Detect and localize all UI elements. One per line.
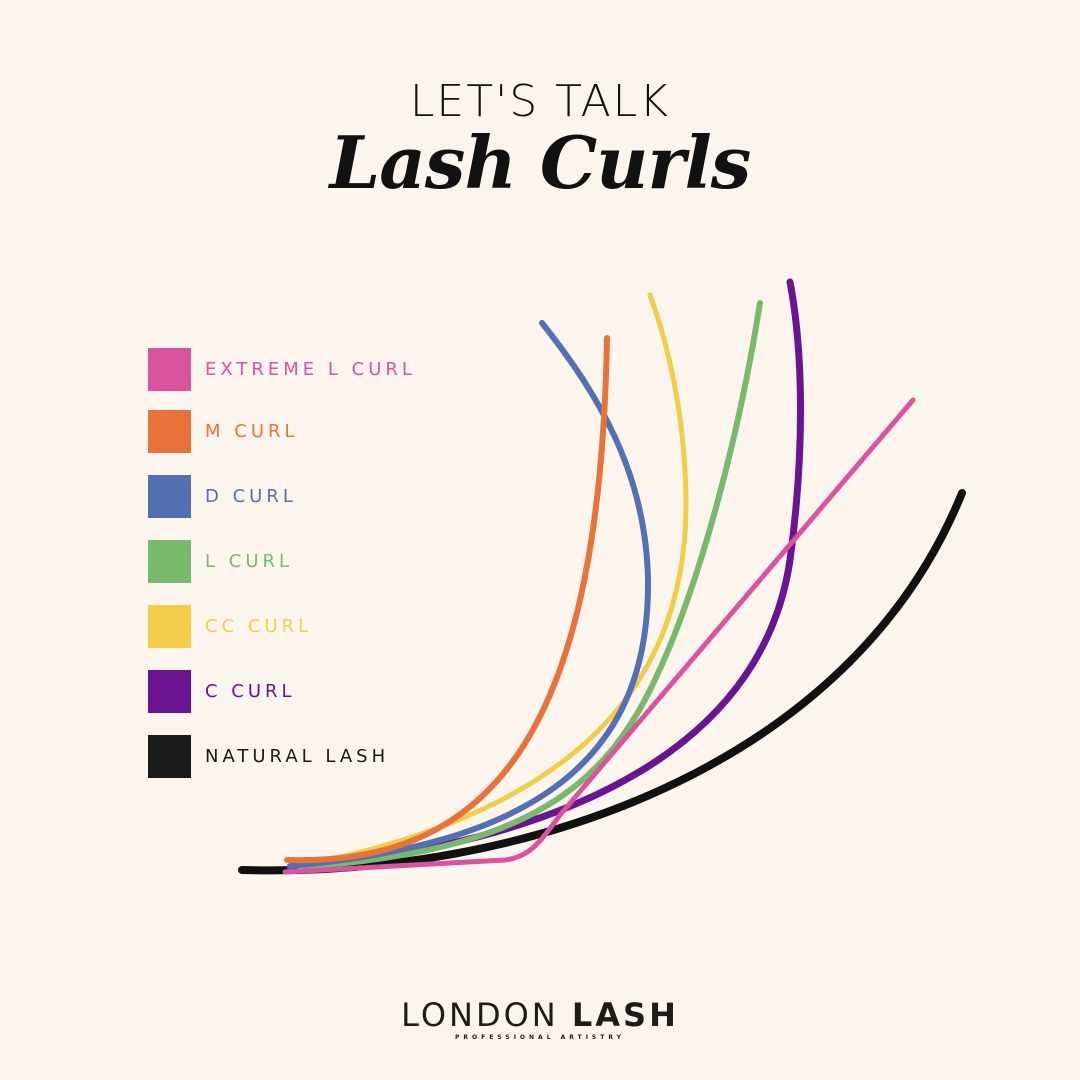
d-curl-curve — [287, 320, 652, 869]
legend-swatch — [148, 540, 191, 583]
legend-item-extreme-l-curl: EXTREME L CURL — [148, 348, 416, 391]
legend-label: M CURL — [205, 421, 299, 442]
extreme-l-curl-curve — [282, 397, 916, 875]
legend-item-l-curl: L CURL — [148, 540, 293, 583]
legend-item-m-curl: M CURL — [148, 410, 299, 453]
natural-lash-curve — [238, 489, 966, 875]
legend-swatch — [148, 475, 191, 518]
legend-label: NATURAL LASH — [205, 746, 390, 767]
legend-label: D CURL — [205, 486, 297, 507]
l-curl-curve — [297, 300, 763, 870]
legend-item-cc-curl: CC CURL — [148, 605, 312, 648]
legend-swatch — [148, 410, 191, 453]
pretitle: LET'S TALK — [409, 76, 671, 127]
legend-swatch — [148, 348, 191, 391]
logo-name-light: LONDON — [401, 996, 559, 1034]
legend-item-natural-lash: NATURAL LASH — [148, 735, 389, 778]
legend-swatch — [148, 605, 191, 648]
legend-label: CC CURL — [205, 616, 313, 637]
legend-item-d-curl: D CURL — [148, 475, 297, 518]
legend-label: L CURL — [205, 551, 294, 572]
brand-logo: LONDON LASH PROFESSIONAL ARTISTRY — [0, 996, 1080, 1041]
legend-label: EXTREME L CURL — [205, 359, 416, 380]
logo-tagline: PROFESSIONAL ARTISTRY — [455, 1034, 625, 1041]
m-curl-curve — [284, 335, 610, 864]
logo-name-bold: LASH — [571, 996, 679, 1034]
legend-label: C CURL — [205, 681, 296, 702]
legend-swatch — [148, 735, 191, 778]
page-title: Lash Curls — [329, 120, 752, 205]
legend-item-c-curl: C CURL — [148, 670, 296, 713]
c-curl-curve — [286, 278, 805, 872]
legend-swatch — [148, 670, 191, 713]
logo-wordmark: LONDON LASH — [0, 996, 1080, 1034]
